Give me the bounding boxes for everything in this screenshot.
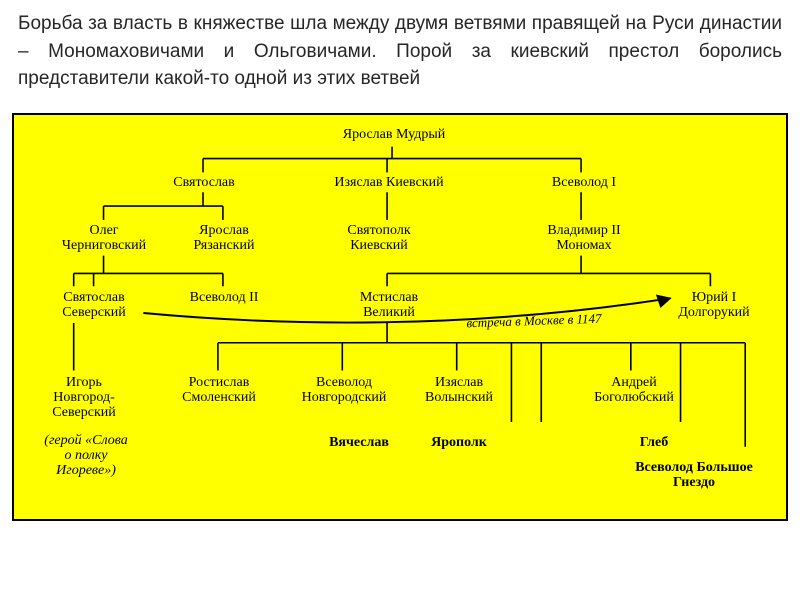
node-izyaslav-volynsky: ИзяславВолынский: [425, 375, 493, 406]
node-mstislav-veliky: МстиславВеликий: [360, 290, 418, 321]
node-igor-novgorod-seversky: ИгорьНовгород-Северский: [52, 375, 115, 421]
node-vsevolod-2: Всеволод II: [190, 290, 259, 305]
node-vsevolod-1: Всеволод I: [552, 175, 616, 190]
node-vsevolod-novgorodsky: ВсеволодНовгородский: [302, 375, 387, 406]
node-yuri-dolgoruky: Юрий IДолгорукий: [678, 290, 749, 321]
node-vsevolod-bolshoe-gnezdo: Всеволод БольшоеГнездо: [635, 460, 753, 491]
node-rostislav-smolensky: РостиславСмоленский: [182, 375, 256, 406]
intro-paragraph: Борьба за власть в княжестве шла между д…: [0, 0, 800, 107]
node-oleg-chernigovsky: ОлегЧерниговский: [62, 223, 146, 254]
genealogy-tree-panel: Ярослав Мудрый Святослав Изяслав Киевски…: [12, 113, 788, 521]
node-svyatoslav: Святослав: [173, 175, 235, 190]
node-andrey-bogolyubsky: АндрейБоголюбский: [594, 375, 674, 406]
node-yaroslav-ryazansky: ЯрославРязанский: [194, 223, 255, 254]
node-izyaslav-kievsky: Изяслав Киевский: [334, 175, 443, 190]
node-svyatoslav-seversky: СвятославСеверский: [62, 290, 125, 321]
hero-igor-note: (герой «Словао полкуИгореве»): [44, 433, 127, 479]
node-svyatopolk-kievsky: СвятополкКиевский: [347, 223, 410, 254]
node-yaropolk: Ярополк: [431, 435, 487, 450]
node-vladimir-2-monomakh: Владимир IIМономах: [547, 223, 620, 254]
node-vyacheslav: Вячеслав: [329, 435, 389, 450]
node-yaroslav-mudry: Ярослав Мудрый: [343, 127, 445, 142]
node-gleb: Глеб: [640, 435, 668, 450]
